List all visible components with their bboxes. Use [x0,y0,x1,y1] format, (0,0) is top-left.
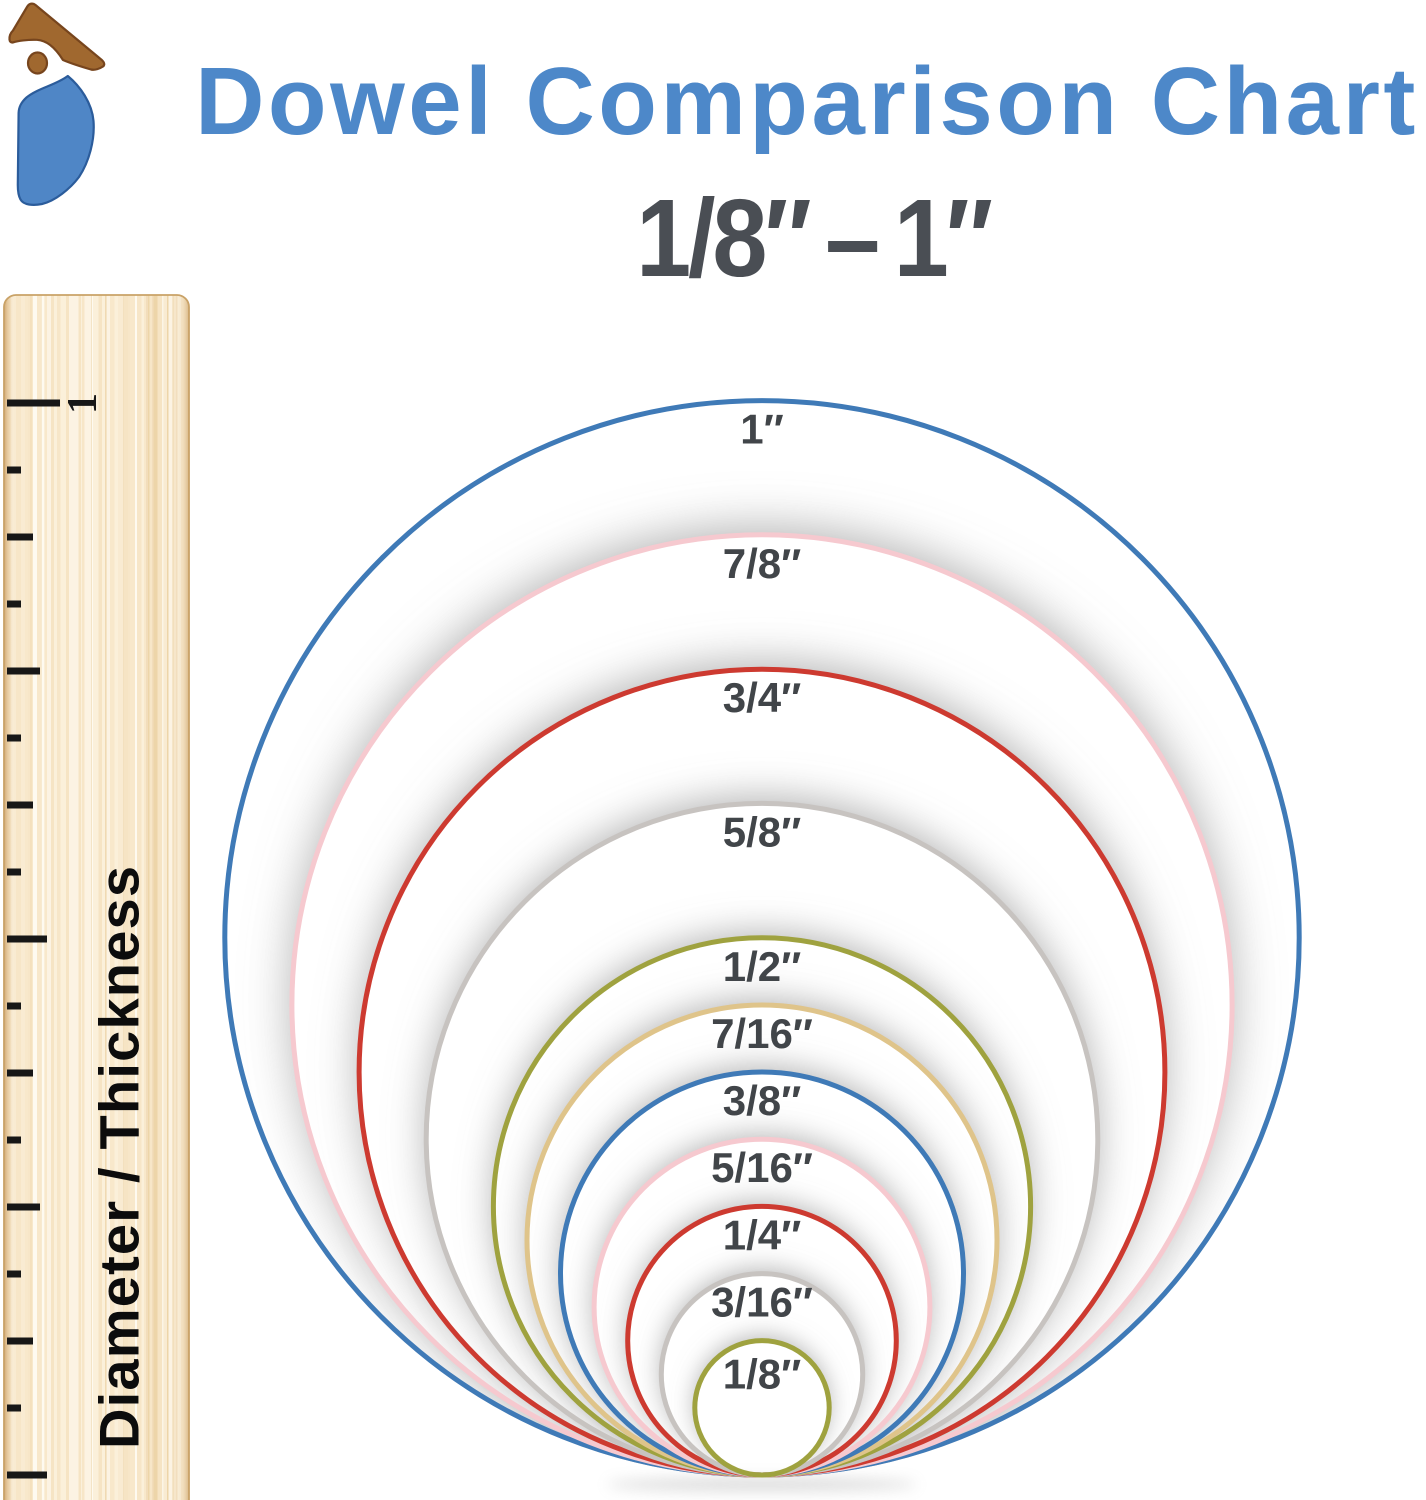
svg-text:3/4″: 3/4″ [723,674,802,721]
svg-text:5/16″: 5/16″ [711,1144,813,1191]
svg-text:1/4″: 1/4″ [723,1211,802,1258]
svg-text:5/8″: 5/8″ [723,809,802,856]
svg-text:3/8″: 3/8″ [723,1077,802,1124]
svg-text:1/8″ – 1″: 1/8″ – 1″ [636,177,992,300]
svg-text:1″: 1″ [740,406,783,453]
svg-text:Dowel Comparison Chart: Dowel Comparison Chart [195,48,1419,155]
svg-text:3/16″: 3/16″ [711,1279,813,1326]
svg-text:1/8″: 1/8″ [723,1351,802,1398]
svg-text:1/2″: 1/2″ [723,943,802,990]
svg-text:1: 1 [60,393,106,414]
svg-text:Diameter / Thickness: Diameter / Thickness [88,865,151,1449]
svg-text:7/16″: 7/16″ [711,1010,813,1057]
svg-text:7/8″: 7/8″ [723,540,802,587]
